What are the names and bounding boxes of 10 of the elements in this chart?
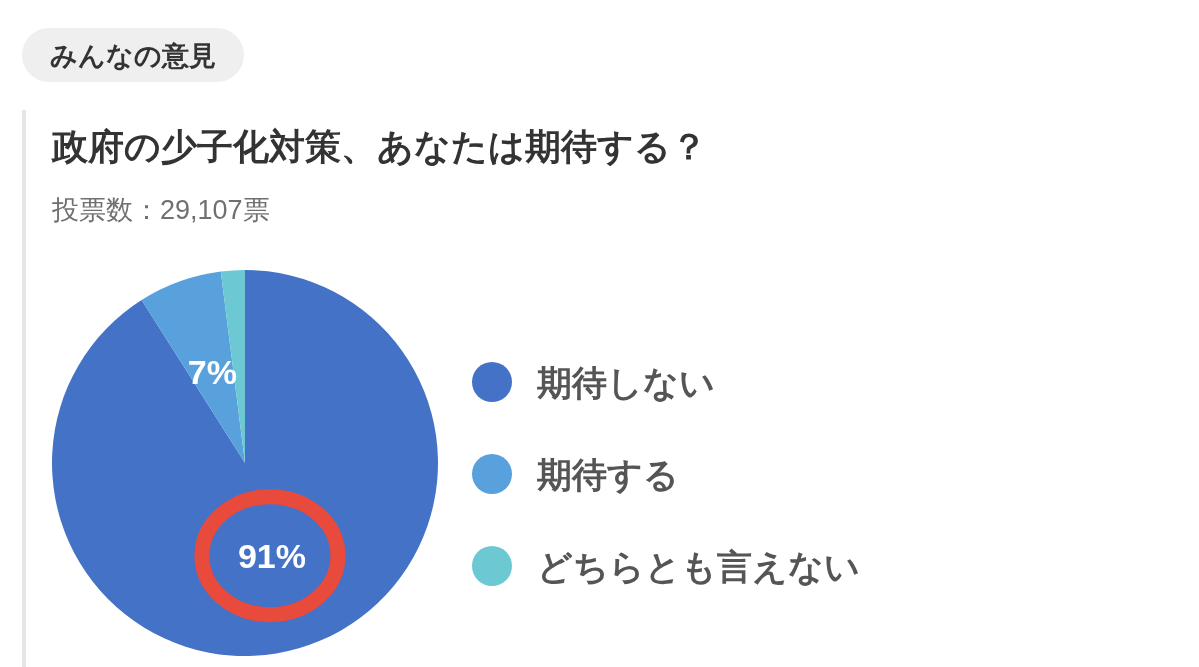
data-label: 7%: [187, 353, 237, 392]
legend-label: 期待しない: [536, 362, 715, 402]
data-label: 91%: [237, 536, 306, 575]
pie-slice: [141, 271, 245, 463]
chart-subtitle: 投票数：29,107票: [51, 195, 270, 225]
text: みんなの意見: [50, 41, 216, 71]
pie-slice: [52, 270, 438, 656]
chart-title: 政府の少子化対策、あなたは期待する？: [51, 125, 707, 167]
legend-label: どちらとも言えない: [537, 546, 860, 586]
legend-label: 期待する: [536, 454, 679, 495]
